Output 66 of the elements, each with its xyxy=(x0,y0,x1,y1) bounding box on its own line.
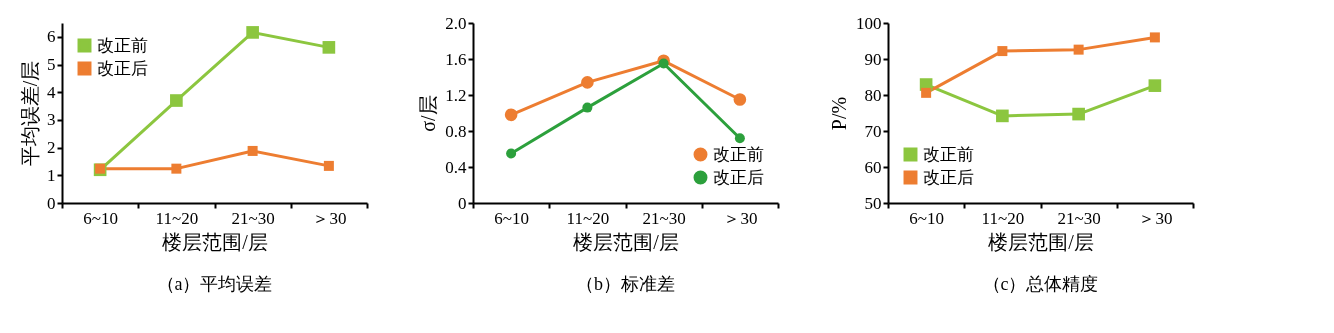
point xyxy=(322,41,336,54)
legend-label: 改正前 xyxy=(97,35,148,55)
y-tick-label: 50 xyxy=(864,193,882,213)
text: （c）总体精度 xyxy=(982,274,1099,294)
legend-label: 改正后 xyxy=(923,167,974,187)
y-tick-label: 2 xyxy=(47,138,56,158)
y-tick-label: 0.8 xyxy=(445,121,467,141)
point xyxy=(733,93,747,106)
y-tick-label: 4 xyxy=(47,82,56,102)
legend-label: 改正后 xyxy=(97,58,148,78)
point xyxy=(170,94,183,107)
point xyxy=(1073,44,1084,55)
y-tick-label: 100 xyxy=(856,13,882,33)
x-axis-title: 楼层范围/层 xyxy=(988,230,1094,253)
y-tick-label: 2.0 xyxy=(445,13,467,33)
point xyxy=(171,163,182,174)
point xyxy=(734,133,745,144)
y-tick-label: 5 xyxy=(47,55,56,75)
point xyxy=(506,148,517,159)
point xyxy=(1148,79,1162,92)
text: （b）标准差 xyxy=(576,274,675,294)
y-tick-label: 0 xyxy=(458,193,467,213)
x-tick-label: 6~10 xyxy=(494,208,529,228)
text: （a）平均误差 xyxy=(156,274,273,294)
legend-label: 改正前 xyxy=(923,144,974,164)
y-tick-label: 1.6 xyxy=(445,49,467,69)
x-tick-label: 6~10 xyxy=(909,208,944,228)
point xyxy=(996,109,1009,123)
y-tick-label: 3 xyxy=(47,110,56,130)
x-tick-label: ＞30 xyxy=(312,208,347,228)
point xyxy=(1149,32,1160,43)
x-tick-label: 21~30 xyxy=(231,208,275,228)
y-tick-label: 0 xyxy=(47,193,56,213)
x-tick-label: 21~30 xyxy=(1057,208,1101,228)
y-tick-label: 1 xyxy=(47,165,56,185)
point xyxy=(1072,107,1085,121)
y-tick-label: 60 xyxy=(864,157,882,177)
point xyxy=(921,87,932,98)
legend-label: 改正后 xyxy=(713,167,764,187)
point xyxy=(504,108,518,122)
x-tick-label: 11~20 xyxy=(155,208,199,228)
y-tick-label: 80 xyxy=(864,85,882,105)
x-axis-title: 楼层范围/层 xyxy=(162,230,268,253)
y-tick-label: 1.2 xyxy=(445,85,467,105)
point xyxy=(997,46,1008,57)
x-tick-label: 6~10 xyxy=(83,208,118,228)
x-tick-label: 11~20 xyxy=(981,208,1025,228)
x-tick-label: ＞30 xyxy=(723,208,758,228)
x-tick-label: 11~20 xyxy=(566,208,610,228)
point xyxy=(323,160,334,171)
y-tick-label: 90 xyxy=(864,49,882,69)
y-axis-title: σ/层 xyxy=(417,95,440,132)
legend-label: 改正前 xyxy=(713,144,764,164)
y-axis-title: 平均误差/层 xyxy=(19,60,41,167)
point xyxy=(581,76,594,89)
point xyxy=(246,26,259,39)
x-tick-label: ＞30 xyxy=(1138,208,1173,228)
x-axis-title: 楼层范围/层 xyxy=(573,230,679,253)
x-tick-label: 21~30 xyxy=(642,208,686,228)
point xyxy=(247,145,258,156)
y-tick-label: 70 xyxy=(864,121,882,141)
point xyxy=(658,58,669,69)
point xyxy=(582,102,593,113)
y-axis-title: P/% xyxy=(828,96,850,131)
y-tick-label: 0.4 xyxy=(445,157,467,177)
y-tick-label: 6 xyxy=(47,27,56,47)
